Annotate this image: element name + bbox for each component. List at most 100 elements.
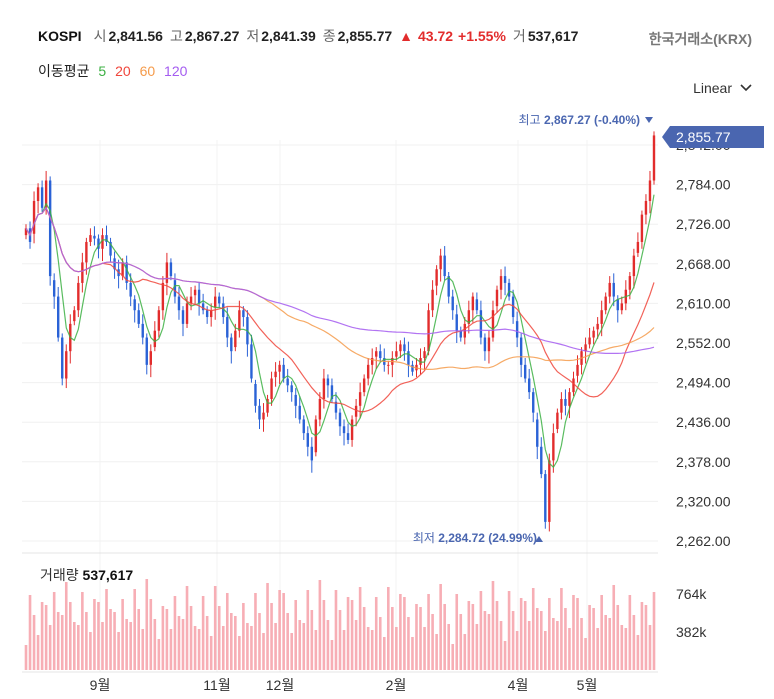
candle-body xyxy=(483,337,487,352)
candle-body xyxy=(77,282,80,311)
candle-body xyxy=(479,310,483,338)
candle-body xyxy=(334,401,338,413)
volume-bar xyxy=(230,613,233,670)
volume-bar xyxy=(608,618,612,670)
candle-body xyxy=(644,200,648,215)
candle-body xyxy=(234,330,237,348)
volume-bar xyxy=(652,592,656,670)
volume-bar xyxy=(209,636,213,670)
candle-body xyxy=(81,262,84,283)
volume-bar xyxy=(523,601,527,670)
volume-bar xyxy=(322,600,326,670)
y-tick-label: 2,262.00 xyxy=(676,533,731,549)
volume-bar xyxy=(52,592,56,670)
candle-body xyxy=(270,378,273,399)
candle-body xyxy=(536,419,539,447)
candle-body xyxy=(157,310,161,331)
candle-body xyxy=(258,405,261,420)
candle-body xyxy=(89,235,92,242)
candle-body xyxy=(310,446,314,461)
chevron-down-icon xyxy=(740,84,752,92)
exchange-name: 한국거래소(KRX) xyxy=(648,31,752,47)
candle-body xyxy=(544,474,547,522)
candle-body xyxy=(109,241,112,256)
candle-body xyxy=(274,371,277,378)
candle-body xyxy=(459,330,462,338)
low-annotation: 최저 2,284.72 (24.99%) xyxy=(413,531,537,545)
scale-label: Linear xyxy=(693,80,732,96)
candle-body xyxy=(423,351,426,359)
candle-body xyxy=(371,358,374,365)
ma-5[interactable]: 5 xyxy=(98,63,107,79)
volume-bar xyxy=(217,606,221,670)
volume-bar xyxy=(213,586,217,670)
y-tick-label: 2,436.00 xyxy=(676,414,731,430)
x-tick-label: 9월 xyxy=(90,677,111,693)
candle-body xyxy=(185,303,189,324)
volume-panel-title: 거래량 xyxy=(40,567,79,583)
candle-body xyxy=(298,405,301,420)
volume-bar xyxy=(157,639,161,670)
volume-bar xyxy=(40,602,44,670)
candle-body xyxy=(467,310,471,324)
volume-bar xyxy=(487,614,491,670)
candle-body xyxy=(568,392,571,406)
volume-bar xyxy=(403,597,406,670)
candle-body xyxy=(350,419,354,440)
ma-120[interactable]: 120 xyxy=(164,63,188,79)
close-value: 2,855.77 xyxy=(337,28,393,44)
volume-bar xyxy=(205,616,209,670)
ma-5-line xyxy=(25,194,655,469)
candle-body xyxy=(507,282,511,297)
candle-body xyxy=(125,262,128,283)
candle-body xyxy=(105,235,108,242)
volume-bar xyxy=(181,619,185,670)
candle-body xyxy=(588,337,591,345)
candle-body xyxy=(230,337,233,352)
change-percent: +1.55% xyxy=(458,28,506,44)
candle-body xyxy=(592,330,595,338)
volume-bar xyxy=(161,606,165,670)
volume-bar xyxy=(177,616,181,670)
candle-body xyxy=(572,378,575,393)
ma-60[interactable]: 60 xyxy=(139,63,156,79)
volume-bar xyxy=(254,593,257,670)
candle-body xyxy=(302,419,305,434)
x-tick-label: 2월 xyxy=(386,677,407,693)
volume-bar xyxy=(463,634,467,670)
volume-bar xyxy=(415,604,418,670)
change-value: 43.72 xyxy=(418,28,454,44)
volume-bar xyxy=(588,605,591,670)
volume-bar xyxy=(44,605,48,670)
candle-body xyxy=(604,296,607,311)
candle-body xyxy=(616,299,619,311)
y-tick-label: 2,726.00 xyxy=(676,216,731,232)
ma-20[interactable]: 20 xyxy=(115,63,131,79)
volume-bar xyxy=(330,640,334,670)
volume-bar xyxy=(427,594,430,670)
volume-bar xyxy=(387,587,390,670)
volume-bar xyxy=(459,614,463,670)
candle-body xyxy=(636,241,640,253)
candle-body xyxy=(354,405,358,417)
candle-body xyxy=(346,433,350,440)
volume-bar xyxy=(407,617,410,670)
candle-body xyxy=(523,364,527,379)
volume-bar xyxy=(431,614,434,670)
last-price-badge xyxy=(662,126,764,148)
volume-bar xyxy=(411,637,414,670)
candle-body xyxy=(266,398,269,413)
volume-bar xyxy=(258,613,261,670)
volume-bar xyxy=(101,622,104,670)
volume-bar xyxy=(225,593,229,670)
candle-body xyxy=(214,296,217,308)
scale-dropdown[interactable]: Linear xyxy=(693,80,752,96)
volume-bar xyxy=(370,630,374,670)
y-tick-label: 2,668.00 xyxy=(676,256,731,272)
candle-body xyxy=(556,412,559,430)
candle-body xyxy=(552,433,555,461)
candle-body xyxy=(93,235,96,239)
candle-body xyxy=(427,310,430,352)
volume-bar xyxy=(310,610,314,670)
